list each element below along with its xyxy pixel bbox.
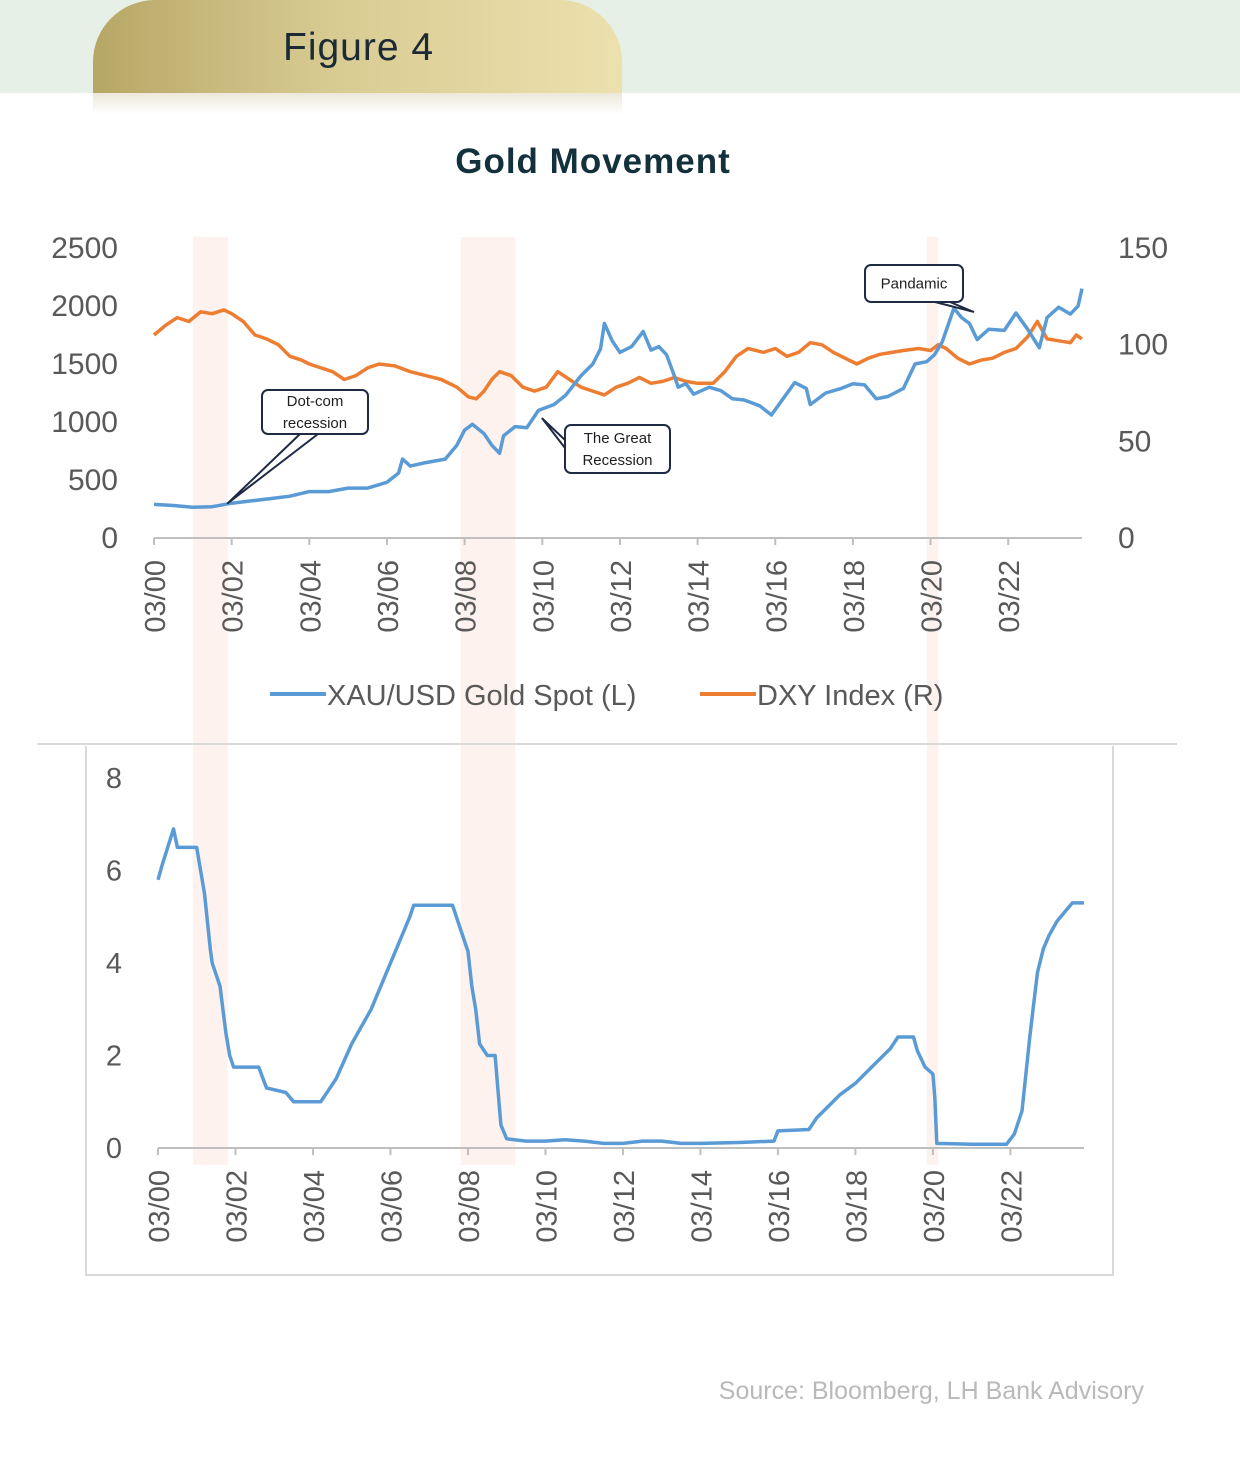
x-tick-label: 03/18	[841, 1170, 873, 1243]
dxy-index-line	[152, 308, 1083, 401]
recession-band-0	[192, 237, 228, 1165]
bottom-chart-y-axis: 8 6 4 2 0	[106, 763, 122, 1165]
x-tick-label: 03/06	[373, 560, 405, 633]
x-tick-label: 03/20	[917, 560, 949, 633]
annotation-box	[261, 389, 369, 435]
right-axis-tick-label: 100	[1118, 329, 1168, 362]
top-chart-right-axis: 150 100 50 0	[1118, 232, 1168, 555]
left-axis-tick-label: 0	[101, 522, 118, 555]
x-tick-label: 03/20	[919, 1170, 951, 1243]
annotation-box	[564, 424, 671, 474]
top-chart-series	[152, 288, 1084, 510]
annotation-text: Pandamic	[881, 276, 948, 293]
x-tick-label: 03/14	[684, 560, 716, 633]
annotation-text: The Great	[584, 430, 652, 447]
left-axis-tick-label: 2000	[51, 290, 118, 323]
recession-band-1	[460, 237, 516, 1165]
legend-gold-label: XAU/USD Gold Spot (L)	[327, 680, 636, 712]
x-tick-label: 03/12	[609, 1170, 641, 1243]
bottom-y-tick-label: 6	[106, 856, 122, 888]
x-tick-label: 03/06	[376, 1170, 408, 1243]
annotation-text: Dot-com	[287, 393, 344, 410]
x-tick-label: 03/16	[761, 560, 793, 633]
x-tick-label: 03/04	[295, 560, 327, 633]
gold-spot-line	[153, 288, 1084, 510]
left-axis-tick-label: 2500	[51, 232, 118, 265]
right-axis-tick-label: 150	[1118, 232, 1168, 265]
annotation-box	[864, 264, 964, 303]
figure-tab	[93, 0, 622, 93]
x-tick-label: 03/16	[764, 1170, 796, 1243]
figure-label: Figure 4	[283, 26, 435, 69]
x-tick-label: 03/02	[221, 1170, 253, 1243]
bottom-y-tick-label: 0	[106, 1133, 122, 1165]
x-tick-label: 03/02	[218, 560, 250, 633]
x-tick-label: 03/00	[144, 1170, 176, 1243]
x-tick-label: 03/04	[299, 1170, 331, 1243]
chart-title: Gold Movement	[455, 142, 731, 181]
recession-band-2	[926, 237, 939, 1165]
right-axis-tick-label: 0	[1118, 522, 1135, 555]
legend-dxy-label: DXY Index (R)	[757, 680, 943, 712]
top-chart-left-axis: 2500 2000 1500 1000 500 0	[51, 232, 118, 555]
left-axis-tick-label: 1000	[51, 406, 118, 439]
rate-line	[156, 827, 1084, 1147]
annotation-text: Recession	[582, 452, 652, 469]
bottom-y-tick-label: 8	[106, 763, 122, 795]
left-axis-tick-label: 1500	[51, 348, 118, 381]
right-axis-tick-label: 50	[1118, 425, 1151, 458]
legend: XAU/USD Gold Spot (L) DXY Index (R)	[270, 680, 943, 712]
annotation-text: recession	[283, 415, 347, 432]
top-chart-x-ticks: 03/00 03/02 03/04 03/06 03/08 03/10 03/12 03/14…	[140, 538, 1026, 633]
x-tick-label: 03/08	[451, 560, 483, 633]
annotation-pointer	[541, 417, 566, 449]
x-tick-label: 03/12	[606, 560, 638, 633]
x-tick-label: 03/08	[454, 1170, 486, 1243]
x-tick-label: 03/00	[140, 560, 172, 633]
x-tick-label: 03/22	[994, 560, 1026, 633]
x-tick-label: 03/22	[996, 1170, 1028, 1243]
bottom-chart-frame	[85, 746, 1114, 1276]
left-axis-tick-label: 500	[68, 464, 118, 497]
source-note: Source: Bloomberg, LH Bank Advisory	[718, 1377, 1144, 1405]
bottom-y-tick-label: 4	[106, 948, 122, 980]
top-chart-annotations: Dot-com recession The Great Recession Pandam…	[226, 264, 975, 505]
x-tick-label: 03/18	[839, 560, 871, 633]
bottom-chart-x-ticks: 03/00 03/02 03/04 03/06 03/08 03/10 03/12 03/14…	[144, 1148, 1028, 1243]
x-tick-label: 03/14	[686, 1170, 718, 1243]
figure-tab-shadow	[93, 93, 622, 115]
x-tick-label: 03/10	[531, 1170, 563, 1243]
x-tick-label: 03/10	[528, 560, 560, 633]
bottom-chart-series	[156, 827, 1084, 1147]
bottom-y-tick-label: 2	[106, 1041, 122, 1073]
